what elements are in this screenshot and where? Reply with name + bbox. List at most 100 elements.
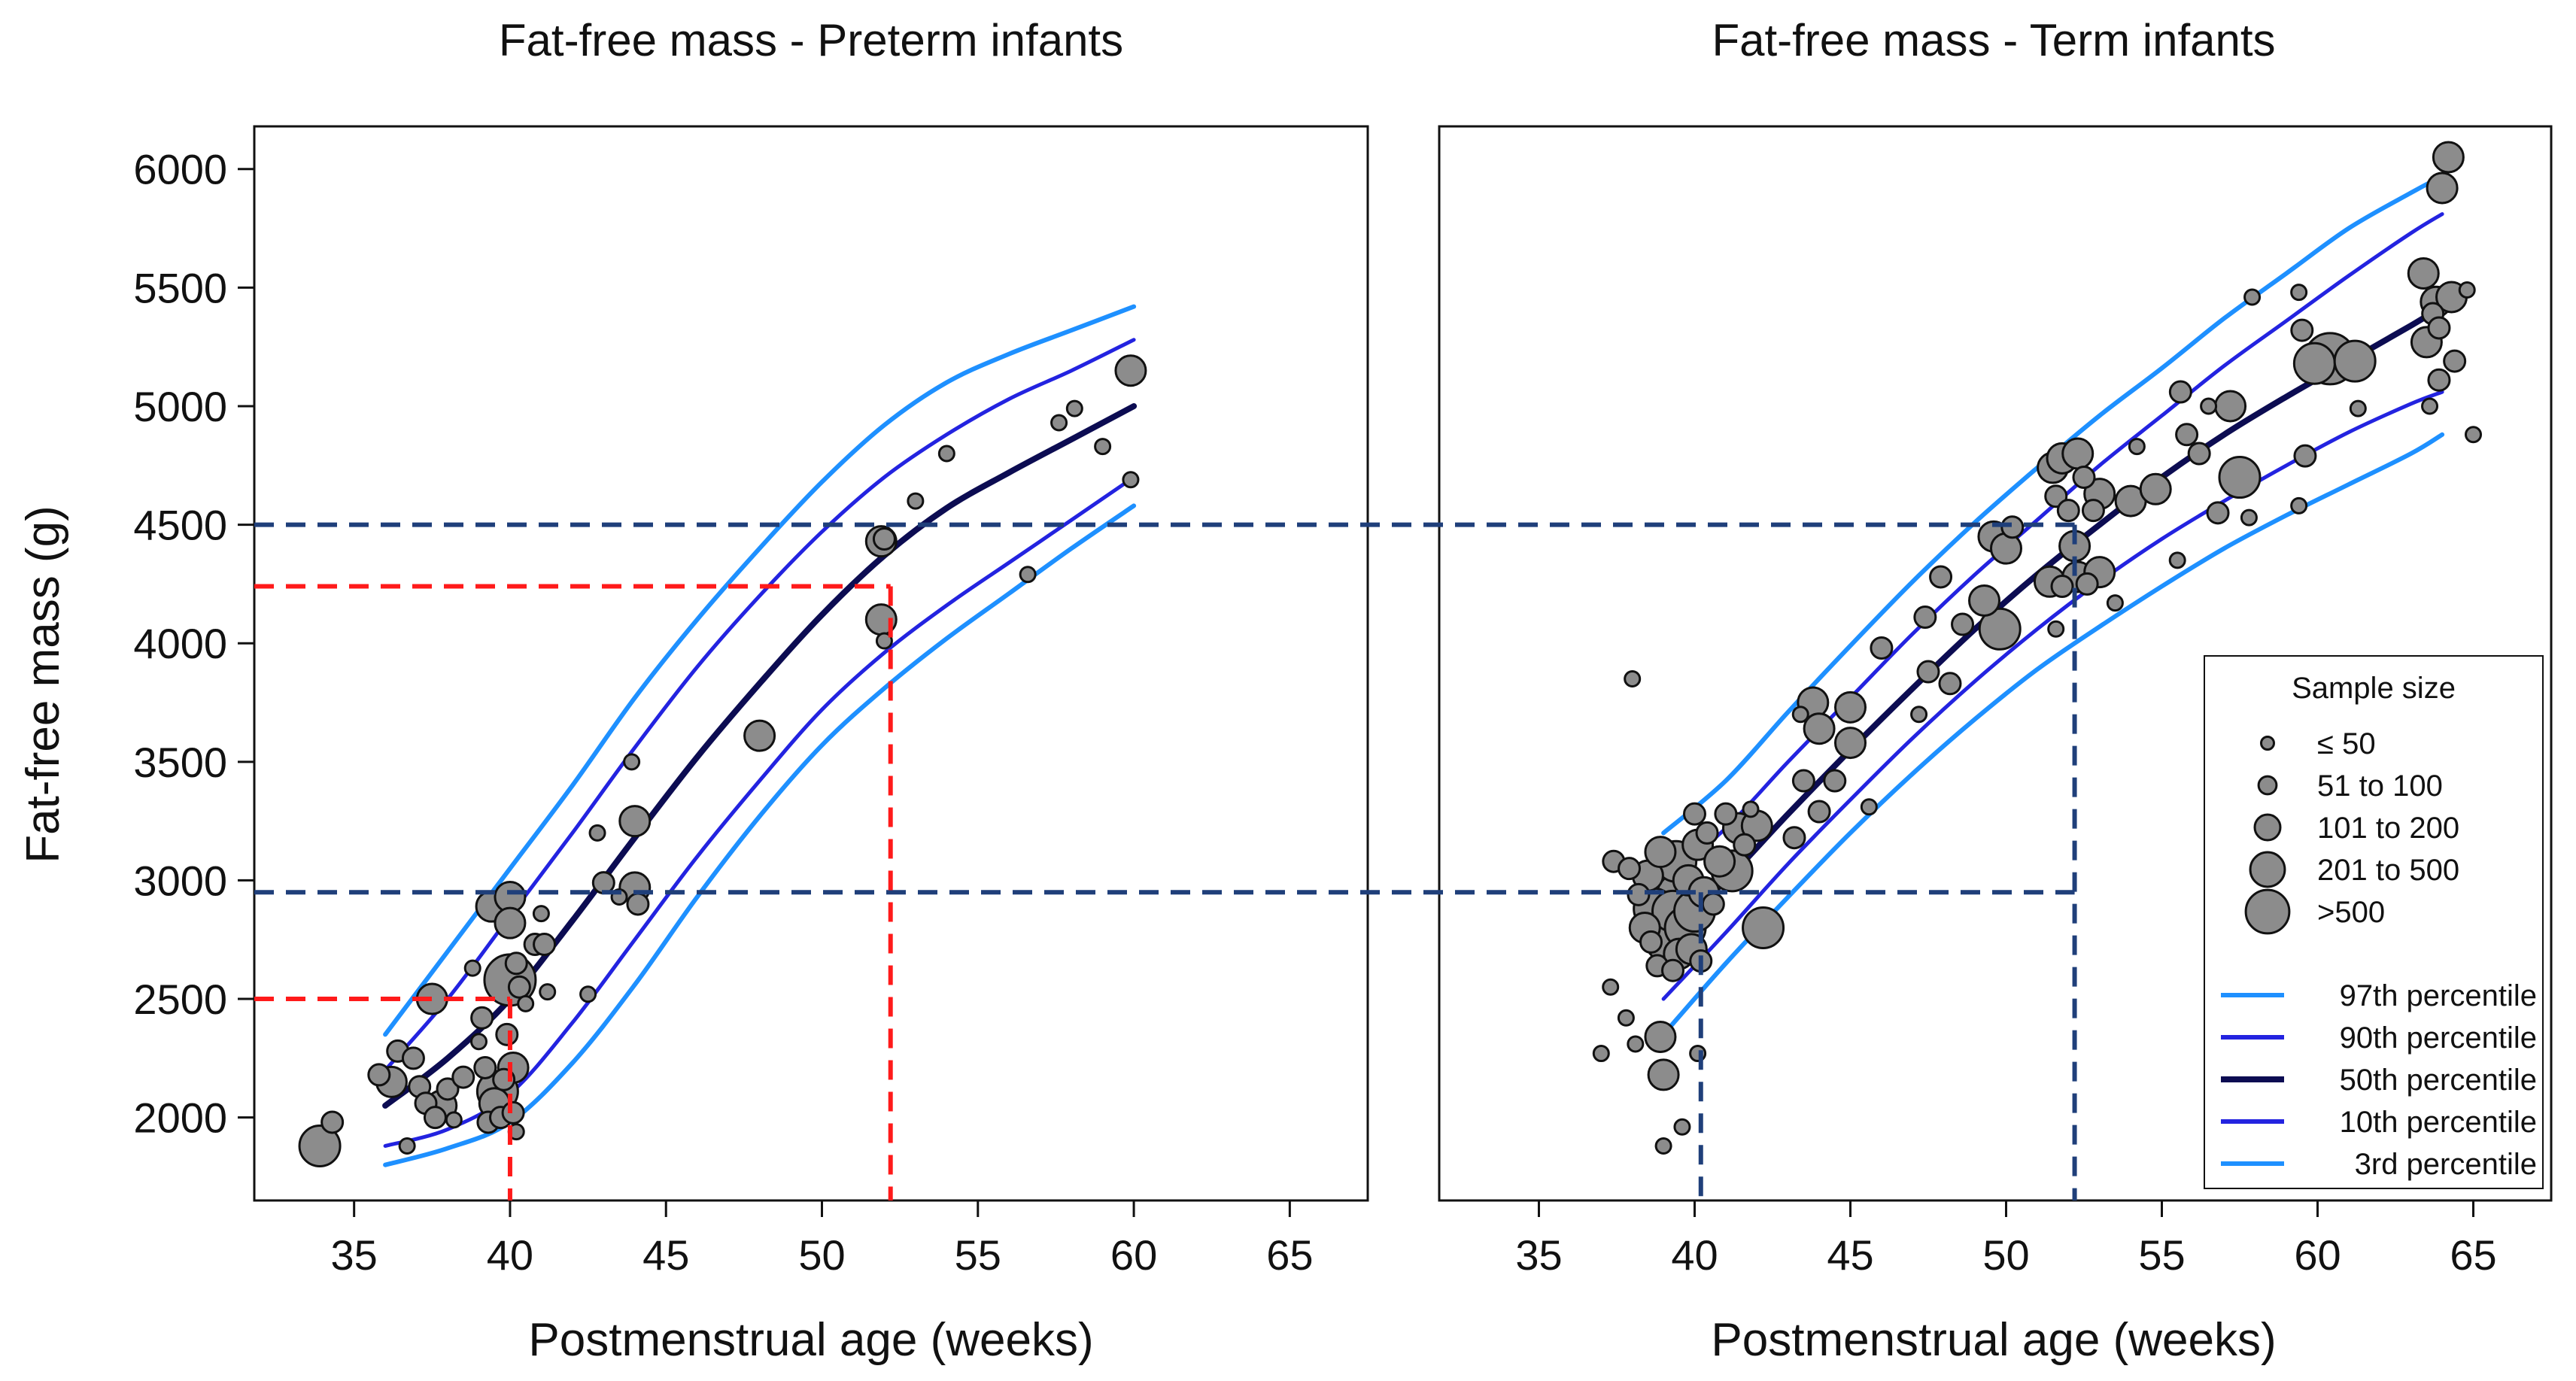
data-point [1065, 399, 1083, 417]
data-point [495, 1022, 519, 1046]
data-point [1661, 958, 1685, 982]
data-point [1639, 930, 1663, 954]
data-point [588, 824, 606, 842]
data-point [1627, 1035, 1645, 1053]
data-point [2290, 318, 2314, 342]
x-tick-label: 55 [955, 1231, 1001, 1279]
legend-line-label: 97th percentile [2340, 979, 2537, 1012]
data-point [436, 1077, 460, 1101]
data-point [1916, 660, 1940, 684]
data-point [1602, 978, 1620, 996]
data-point [463, 959, 481, 977]
legend-size-label: 201 to 500 [2317, 854, 2459, 887]
data-point [398, 1137, 416, 1155]
x-tick-label: 60 [2294, 1231, 2341, 1279]
data-point [1807, 800, 1831, 824]
data-point [2128, 438, 2146, 456]
y-tick-label: 5500 [133, 264, 227, 311]
left-x-axis-label: Postmenstrual age (weeks) [528, 1314, 1093, 1366]
y-tick-label: 5000 [133, 383, 227, 430]
data-point [445, 1111, 463, 1129]
data-point [504, 952, 528, 976]
data-point [1714, 802, 1738, 826]
legend-size-marker [2244, 888, 2291, 935]
x-tick-label: 50 [1982, 1231, 2029, 1279]
x-tick-label: 65 [2450, 1231, 2496, 1279]
data-point [2427, 368, 2451, 392]
data-point [743, 719, 776, 752]
data-point [2293, 444, 2317, 468]
data-point [2047, 620, 2065, 638]
data-point [1654, 1137, 1672, 1155]
reference-guides [254, 522, 2077, 1200]
data-point [2168, 380, 2192, 404]
data-point [1673, 1118, 1691, 1136]
data-point [1695, 821, 1719, 845]
legend-size-marker [2249, 851, 2286, 888]
legend-size-label: ≤ 50 [2317, 727, 2376, 760]
data-point [2050, 575, 2074, 599]
data-point [1803, 712, 1836, 745]
data-point [367, 1063, 391, 1087]
data-point [1782, 826, 1806, 850]
data-point [1833, 690, 1867, 724]
data-point [2427, 316, 2451, 340]
data-point [507, 975, 531, 999]
percentile-curve-10th [1661, 390, 2444, 1001]
legend-title: Sample size [2292, 672, 2456, 705]
data-point [2061, 437, 2095, 470]
data-point [1791, 769, 1815, 793]
data-point [1951, 612, 1975, 636]
x-tick-label: 35 [331, 1231, 378, 1279]
legend-size-marker [2260, 736, 2275, 751]
data-point [1910, 706, 1928, 724]
data-point [1644, 836, 1677, 869]
right-panel-title: Fat-free mass - Term infants [1712, 15, 2275, 65]
legend-size-label: >500 [2317, 896, 2385, 929]
data-point [1733, 833, 1757, 857]
legend: Sample size ≤ 50 51 to 100 101 to 200 201 t… [2204, 655, 2544, 1189]
data-point [1624, 669, 1642, 687]
y-tick-label: 6000 [133, 146, 227, 193]
x-tick-label: 35 [1515, 1231, 1562, 1279]
data-point [2168, 551, 2186, 569]
plot-frame [253, 125, 1369, 1202]
data-point [2175, 423, 2199, 447]
data-point [626, 892, 650, 916]
legend-size-label: 51 to 100 [2317, 769, 2443, 803]
data-point [579, 985, 597, 1003]
data-point [2187, 442, 2211, 466]
data-point [1870, 636, 1894, 660]
data-point [1050, 414, 1068, 432]
data-point [2290, 496, 2308, 514]
data-point [1644, 1020, 1677, 1053]
data-point [1647, 1058, 1680, 1091]
legend-size-marker [2253, 813, 2282, 842]
data-point [2075, 572, 2099, 596]
data-point [1742, 906, 1785, 949]
data-point [623, 753, 641, 771]
data-point [539, 983, 557, 1001]
data-point [2243, 288, 2262, 306]
data-point [1929, 565, 1953, 589]
data-point [2214, 390, 2247, 423]
data-point [2072, 466, 2096, 490]
data-point [532, 905, 550, 923]
data-point [1122, 471, 1140, 489]
legend-size-label: 101 to 200 [2317, 812, 2459, 845]
data-point [1617, 1009, 1635, 1027]
data-point [2292, 341, 2336, 385]
data-point [1860, 798, 1878, 816]
data-point [501, 1100, 525, 1125]
y-tick-label: 3500 [133, 739, 227, 786]
legend-line-label: 50th percentile [2340, 1064, 2537, 1097]
data-point [1913, 606, 1937, 630]
data-point [2206, 501, 2230, 525]
data-point [2458, 281, 2476, 299]
data-point [494, 906, 527, 939]
data-point [1701, 892, 1725, 916]
data-point [2407, 256, 2440, 290]
x-tick-label: 50 [798, 1231, 845, 1279]
data-point [2333, 339, 2377, 383]
data-point [2218, 456, 2262, 499]
